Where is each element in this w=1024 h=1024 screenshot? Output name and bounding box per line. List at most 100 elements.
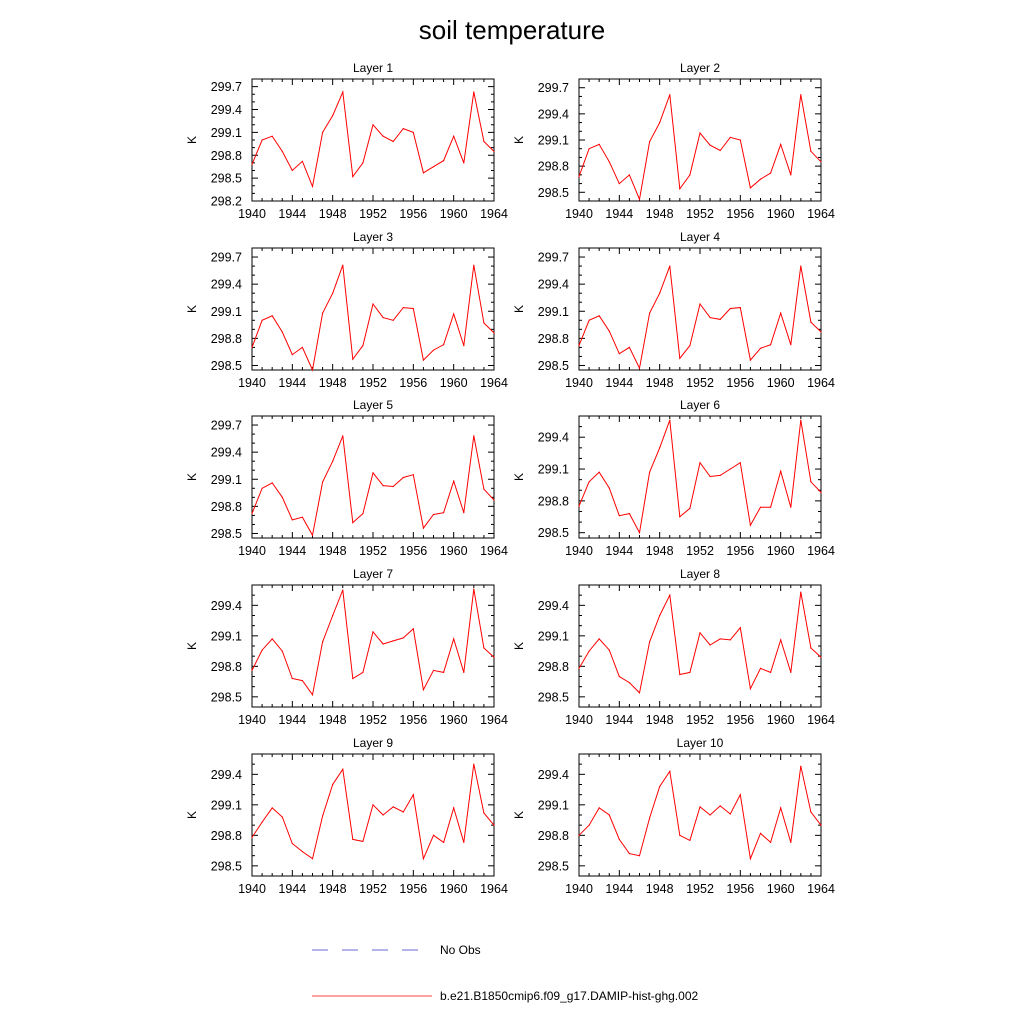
data-point	[749, 524, 752, 526]
panel-layer-5: Layer 5 K 1940 1944 1948 1952 1956 1960 1964 298.…	[185, 398, 508, 558]
data-point	[689, 671, 691, 674]
data-point	[780, 312, 782, 314]
x-tick-label: 1960	[767, 207, 795, 221]
data-point	[810, 811, 812, 813]
data-point	[628, 682, 631, 684]
data-point	[412, 628, 414, 630]
data-point	[780, 470, 782, 472]
x-tick-label: 1948	[319, 713, 347, 727]
data-point	[291, 169, 293, 172]
y-tick-label: 299.1	[211, 629, 242, 643]
data-point	[598, 143, 600, 145]
data-point	[820, 491, 822, 493]
panel-title: Layer 3	[353, 230, 393, 244]
data-point	[578, 667, 580, 670]
data-point	[669, 770, 671, 772]
data-point	[473, 588, 475, 590]
data-point	[699, 462, 701, 464]
x-tick-label: 1960	[767, 882, 795, 896]
data-point	[392, 140, 394, 143]
data-point	[669, 594, 671, 596]
data-point	[301, 160, 303, 162]
data-point	[588, 319, 590, 321]
data-point	[770, 172, 772, 174]
data-point	[342, 768, 344, 770]
data-point	[669, 419, 671, 421]
data-point	[271, 482, 273, 484]
x-tick-label: 1944	[605, 882, 633, 896]
y-axis-label: K	[512, 642, 526, 650]
data-point	[311, 534, 314, 536]
data-point	[618, 353, 620, 355]
data-point	[432, 166, 435, 168]
plot-frame	[578, 584, 822, 708]
data-point	[493, 150, 495, 152]
x-tick-label: 1940	[565, 207, 593, 221]
data-point	[281, 816, 283, 818]
x-tick-label: 1952	[686, 376, 714, 390]
x-tick-label: 1948	[646, 882, 674, 896]
x-tick-label: 1940	[238, 882, 266, 896]
x-tick-label: 1952	[686, 544, 714, 558]
y-axis-label: K	[185, 305, 199, 313]
data-point	[412, 474, 414, 476]
x-tick-label: 1956	[399, 207, 427, 221]
x-tick-label: 1944	[605, 376, 633, 390]
panel-title: Layer 8	[680, 567, 720, 581]
data-point	[352, 176, 354, 178]
data-point	[810, 647, 812, 649]
data-point	[608, 330, 610, 332]
y-tick-label: 299.1	[538, 305, 569, 319]
y-axis-label: K	[512, 473, 526, 481]
x-tick-label: 1960	[767, 713, 795, 727]
data-point	[453, 480, 455, 482]
y-tick-label: 299.1	[538, 463, 569, 477]
data-point	[392, 485, 394, 488]
data-point	[412, 131, 414, 133]
data-point	[372, 804, 374, 806]
data-point	[311, 185, 314, 188]
data-point	[311, 369, 314, 371]
data-point	[659, 785, 661, 788]
data-point	[372, 631, 374, 633]
data-point	[699, 806, 701, 808]
plot-frame	[251, 415, 495, 539]
data-point	[443, 841, 445, 844]
series-line	[251, 435, 495, 537]
x-tick-label: 1956	[726, 713, 754, 727]
x-tick-label: 1960	[440, 207, 468, 221]
y-tick-label: 299.4	[538, 278, 569, 292]
series-line	[251, 90, 495, 189]
data-point	[709, 475, 711, 478]
data-point	[820, 161, 822, 163]
data-point	[659, 447, 661, 449]
data-point	[699, 132, 701, 134]
data-point	[709, 317, 711, 319]
data-point	[649, 641, 651, 643]
data-point	[618, 838, 620, 841]
data-point	[628, 513, 631, 515]
data-point	[729, 136, 731, 138]
legend-model-label: b.e21.B1850cmip6.f09_g17.DAMIP-hist-ghg.…	[440, 989, 698, 1003]
data-point	[382, 643, 384, 645]
data-point	[463, 162, 465, 164]
data-point	[709, 644, 711, 646]
y-tick-label: 299.1	[211, 798, 242, 812]
data-point	[729, 639, 731, 641]
data-point	[759, 832, 762, 834]
x-tick-label: 1948	[646, 376, 674, 390]
data-point	[271, 638, 273, 640]
data-point	[412, 307, 414, 310]
x-tick-label: 1960	[440, 713, 468, 727]
plot-frame	[251, 78, 495, 202]
data-point	[780, 807, 782, 809]
data-point	[719, 805, 721, 807]
y-tick-label: 299.4	[211, 768, 242, 782]
data-point	[352, 358, 354, 360]
y-tick-label: 299.7	[538, 251, 569, 265]
data-point	[362, 671, 364, 674]
figure-title: soil temperature	[419, 15, 605, 45]
data-point	[362, 162, 364, 164]
data-point	[311, 858, 314, 860]
y-tick-label: 299.7	[211, 419, 242, 433]
